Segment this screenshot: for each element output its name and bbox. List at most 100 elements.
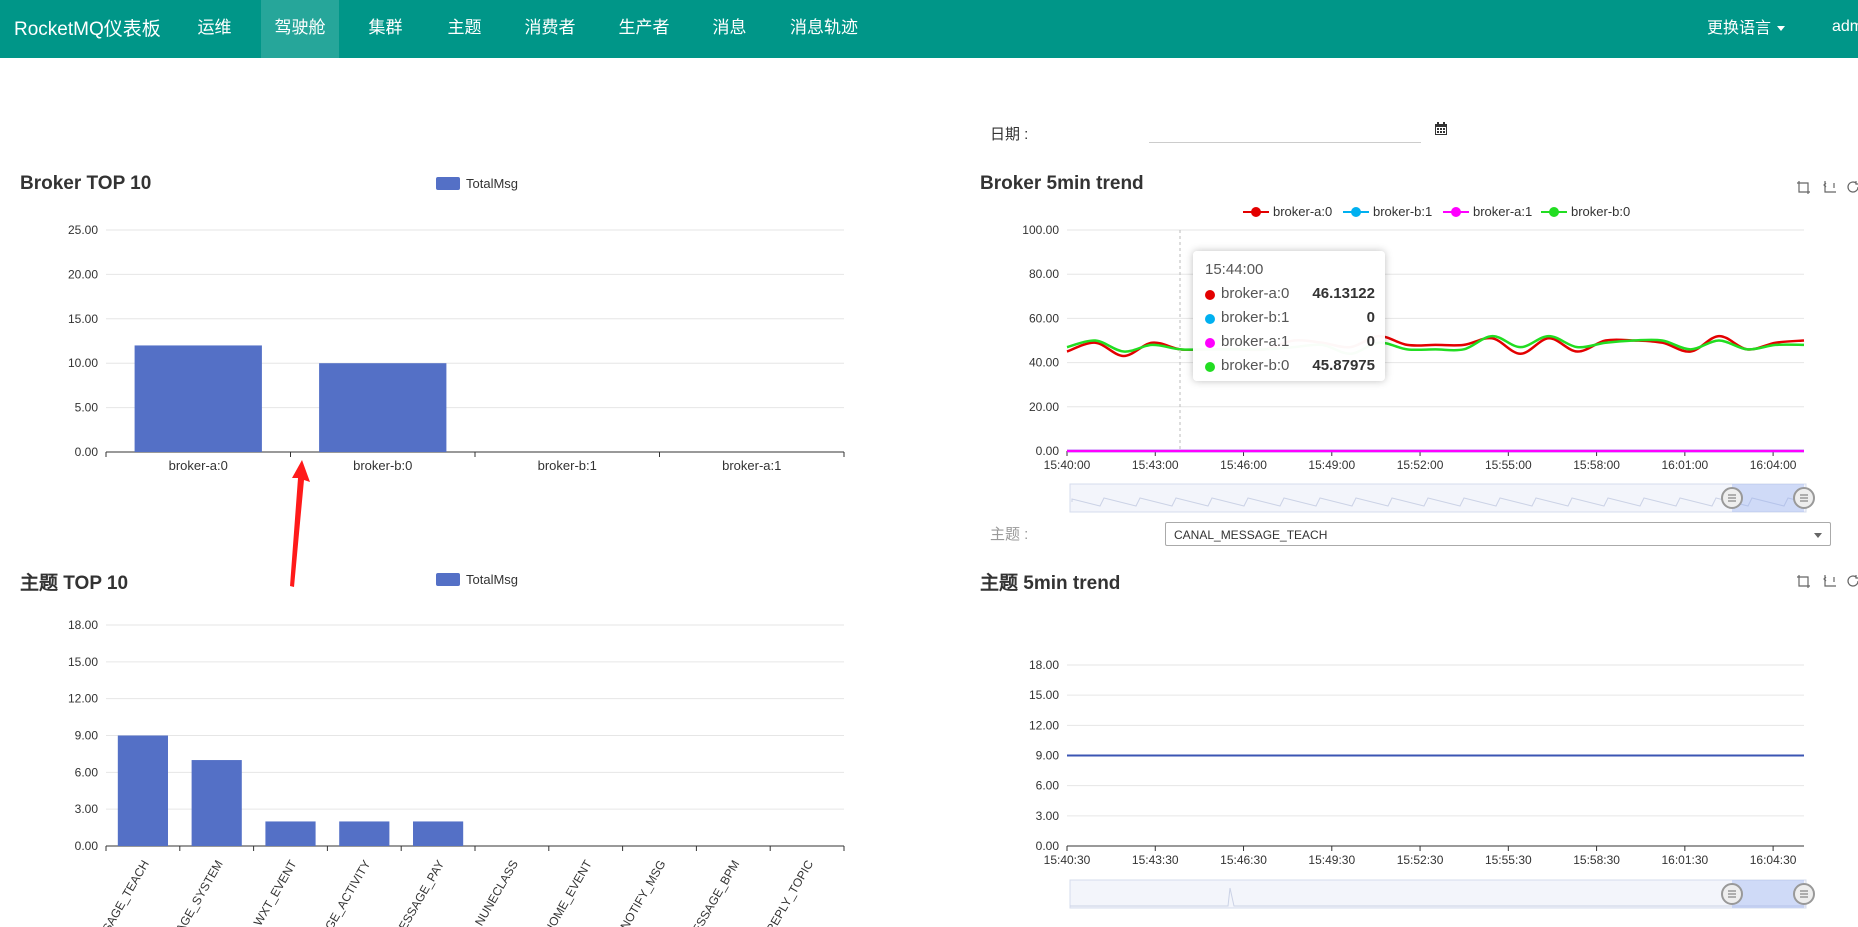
datazoom-window [1732, 484, 1804, 512]
datazoom-preview [1070, 887, 1806, 907]
tooltip-series-value: 45.87975 [1312, 357, 1375, 374]
datazoom-handle-icon[interactable] [1721, 883, 1743, 905]
user-menu[interactable]: adm [1832, 18, 1858, 35]
broker-trend-title: Broker 5min trend [980, 173, 1144, 194]
tooltip-row: broker-a:0 46.13122 [1205, 285, 1375, 305]
x-tick-label: 15:58:00 [1573, 458, 1620, 472]
y-tick-label: 6.00 [75, 765, 99, 779]
x-tick-label: AGE_SYSTEM [173, 858, 226, 927]
legend-dot [1549, 207, 1559, 217]
y-tick-label: 15.00 [68, 655, 98, 669]
tooltip-series-name: broker-b:1 [1221, 309, 1290, 326]
topic-trend-title: 主题 5min trend [980, 573, 1121, 594]
x-tick-label: 15:43:00 [1132, 458, 1179, 472]
y-tick-label: 0.00 [1036, 444, 1060, 458]
datazoom-track [1069, 483, 1807, 513]
tooltip-series-name: broker-b:0 [1221, 357, 1290, 374]
topic-select[interactable]: CANAL_MESSAGE_TEACH [1165, 522, 1831, 546]
legend-label: TotalMsg [466, 176, 518, 191]
broker-trend-chart: broker-a:0 broker-b:1 broker-a:1 broker-b:0… [1022, 204, 1815, 513]
annotation-arrow [290, 460, 310, 587]
tooltip-time: 15:44:00 [1205, 261, 1264, 278]
y-tick-label: 15.00 [68, 312, 98, 326]
broker-top10-chart: TotalMsg 0.00 5.00 10.00 15.00 20.00 25.00 brok… [68, 176, 845, 473]
x-tick-label: 15:55:00 [1485, 458, 1532, 472]
series-dot-icon [1205, 362, 1215, 372]
x-tick-label: HOME_EVENT [541, 857, 595, 927]
nav-ops[interactable]: 运维 [197, 18, 232, 37]
x-tick-label: 15:40:30 [1044, 853, 1091, 867]
bar [413, 821, 464, 846]
x-tick-label: 15:52:30 [1397, 853, 1444, 867]
topic-trend-chart: 0.00 3.00 6.00 9.00 12.00 15.00 18.00 15:40:30 1… [1029, 658, 1815, 909]
y-tick-label: 9.00 [1036, 749, 1060, 763]
series-dot-icon [1205, 338, 1215, 348]
x-tick-label: 15:46:30 [1220, 853, 1267, 867]
language-label: 更换语言 [1707, 20, 1772, 37]
date-input[interactable] [1149, 118, 1421, 143]
tooltip-series-name: broker-a:0 [1221, 285, 1290, 302]
y-tick-label: 9.00 [75, 729, 99, 743]
tooltip-row: broker-b:1 0 [1205, 309, 1375, 329]
date-label: 日期 : [990, 126, 1029, 143]
zoom-reset-icon[interactable] [1822, 180, 1837, 195]
datazoom-preview [1071, 497, 1801, 507]
bar [265, 821, 316, 846]
restore-icon[interactable] [1846, 574, 1858, 589]
series-line [1066, 334, 1805, 356]
datazoom-handle-icon[interactable] [1793, 883, 1815, 905]
nav-message[interactable]: 消息 [712, 18, 747, 37]
brand-title[interactable]: RocketMQ仪表板 [14, 19, 161, 40]
y-tick-label: 3.00 [1036, 809, 1060, 823]
restore-icon[interactable] [1846, 180, 1858, 195]
y-tick-label: 0.00 [75, 445, 99, 459]
y-tick-label: 10.00 [68, 356, 98, 370]
topic-label: 主题 : [990, 526, 1029, 543]
x-tick-label: 15:43:30 [1132, 853, 1179, 867]
x-tick-label: broker-b:0 [353, 458, 412, 473]
zoom-icon[interactable] [1796, 574, 1811, 589]
legend-swatch [436, 573, 460, 586]
x-tick-label: SAGE_TEACH [99, 858, 151, 927]
series-line [1066, 334, 1805, 358]
y-tick-label: 15.00 [1029, 688, 1059, 702]
datazoom-handle-icon[interactable] [1721, 487, 1743, 509]
x-tick-label: 15:40:00 [1044, 458, 1091, 472]
y-tick-label: 18.00 [68, 618, 98, 632]
zoom-reset-icon[interactable] [1822, 574, 1837, 589]
y-tick-label: 18.00 [1029, 658, 1059, 672]
x-tick-label: GE_ACTIVITY [322, 858, 373, 927]
nav-message-trace[interactable]: 消息轨迹 [790, 18, 858, 37]
y-tick-label: 20.00 [1029, 400, 1059, 414]
x-tick-label: 15:58:30 [1573, 853, 1620, 867]
bar [191, 760, 242, 846]
nav-topic[interactable]: 主题 [447, 18, 482, 37]
x-tick-label: 16:04:30 [1750, 853, 1797, 867]
tooltip-series-value: 0 [1366, 309, 1375, 326]
nav-producer[interactable]: 生产者 [618, 18, 670, 37]
nav-dashboard[interactable]: 驾驶舱 [261, 0, 339, 58]
nav-cluster[interactable]: 集群 [368, 18, 403, 37]
legend-dot [1351, 207, 1361, 217]
x-tick-label: 15:46:00 [1220, 458, 1267, 472]
language-switcher[interactable]: 更换语言 [1707, 14, 1786, 38]
bar [134, 345, 262, 452]
y-tick-label: 6.00 [1036, 779, 1060, 793]
x-tick-label: 16:01:30 [1661, 853, 1708, 867]
x-tick-label: REPLY_TOPIC [763, 857, 816, 927]
tooltip-row: broker-a:1 0 [1205, 333, 1375, 353]
y-tick-label: 0.00 [75, 839, 99, 853]
x-tick-label: broker-b:1 [538, 458, 597, 473]
x-tick-label: broker-a:1 [722, 458, 781, 473]
tooltip-series-name: broker-a:1 [1221, 333, 1290, 350]
x-tick-label: MESSAGE_PAY [391, 858, 447, 927]
series-dot-icon [1205, 290, 1215, 300]
calendar-icon[interactable] [1434, 122, 1448, 136]
nav-consumer[interactable]: 消费者 [524, 18, 576, 37]
zoom-icon[interactable] [1796, 180, 1811, 195]
topic-top10-chart: TotalMsg 0.00 3.00 6.00 9.00 12.00 15.00 18.00 S… [68, 572, 845, 927]
tooltip-series-value: 0 [1366, 333, 1375, 350]
datazoom-track [1069, 879, 1807, 909]
datazoom-handle-icon[interactable] [1793, 487, 1815, 509]
y-tick-label: 3.00 [75, 802, 99, 816]
